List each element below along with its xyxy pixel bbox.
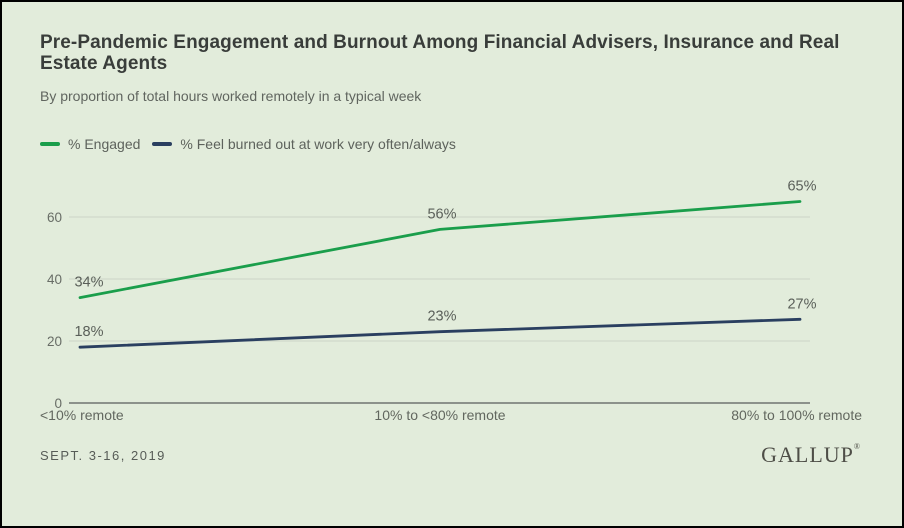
y-tick-label: 40	[47, 272, 62, 287]
legend-label-engaged: % Engaged	[68, 136, 141, 152]
legend-label-burnout: % Feel burned out at work very often/alw…	[180, 136, 456, 152]
data-point-label: 65%	[787, 179, 816, 195]
burnout-line-swatch	[152, 142, 173, 146]
chart-subtitle: By proportion of total hours worked remo…	[40, 88, 422, 104]
survey-date: SEPT. 3-16, 2019	[40, 448, 166, 463]
data-point-label: 27%	[787, 296, 816, 312]
x-category-label: 10% to <80% remote	[374, 407, 505, 423]
data-point-label: 18%	[74, 324, 103, 340]
y-tick-label: 0	[54, 396, 62, 411]
chart-title: Pre-Pandemic Engagement and Burnout Amon…	[40, 32, 840, 74]
x-category-label: <10% remote	[40, 407, 124, 423]
engaged-line-swatch	[40, 142, 60, 146]
y-tick-label: 20	[47, 334, 62, 349]
registered-mark: ®	[853, 442, 860, 451]
data-point-label: 34%	[74, 275, 103, 291]
legend-item-burnout: % Feel burned out at work very often/alw…	[152, 136, 456, 152]
x-category-label: 80% to 100% remote	[731, 407, 862, 423]
gallup-logo: GALLUP®	[761, 442, 860, 468]
y-tick-label: 60	[47, 210, 62, 225]
gallup-wordmark: GALLUP	[761, 442, 854, 467]
data-point-label: 23%	[427, 309, 456, 325]
series-line	[78, 200, 802, 300]
series-line	[78, 317, 802, 349]
legend: % Engaged % Feel burned out at work very…	[40, 135, 456, 153]
data-point-label: 56%	[427, 206, 456, 222]
legend-item-engaged: % Engaged	[40, 136, 140, 152]
